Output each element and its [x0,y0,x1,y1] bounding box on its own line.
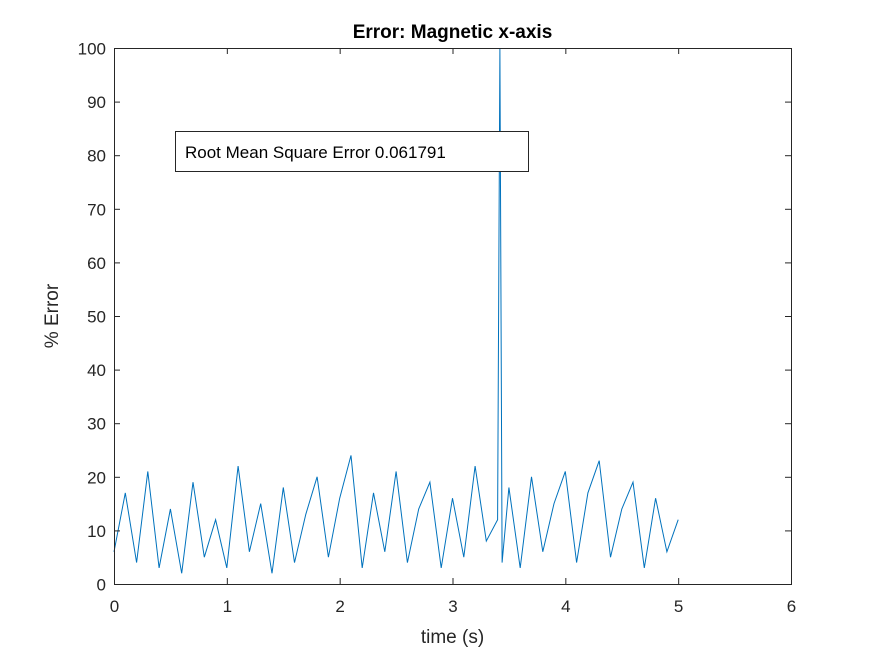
y-tick-label: 100 [78,40,106,59]
axes-box [114,48,792,585]
x-tick-label: 0 [110,597,119,616]
rmse-annotation: Root Mean Square Error 0.061791 [175,131,529,172]
y-tick-label: 50 [87,308,106,327]
y-tick-label: 70 [87,200,106,219]
y-tick-label: 20 [87,468,106,487]
x-tick-label: 2 [335,597,344,616]
chart-title: Error: Magnetic x-axis [353,22,553,43]
x-tick-label: 4 [561,597,570,616]
series-line-1 [113,47,679,574]
plot-area [114,48,791,584]
y-tick-label: 40 [87,361,106,380]
x-tick-label: 1 [223,597,232,616]
y-axis-label: % Error [42,283,63,348]
y-tick-label: 60 [87,254,106,273]
y-tick-label: 80 [87,147,106,166]
annotation-text: Root Mean Square Error 0.061791 [185,143,446,162]
x-tick-label: 6 [787,597,796,616]
x-axis-label: time (s) [421,627,484,648]
y-tick-label: 0 [97,576,106,595]
x-tick-label: 5 [674,597,683,616]
y-tick-label: 90 [87,93,106,112]
y-tick-label: 10 [87,522,106,541]
series-layer [113,47,679,574]
annotation-box [175,131,529,172]
y-tick-label: 30 [87,415,106,434]
x-tick-label: 3 [448,597,457,616]
